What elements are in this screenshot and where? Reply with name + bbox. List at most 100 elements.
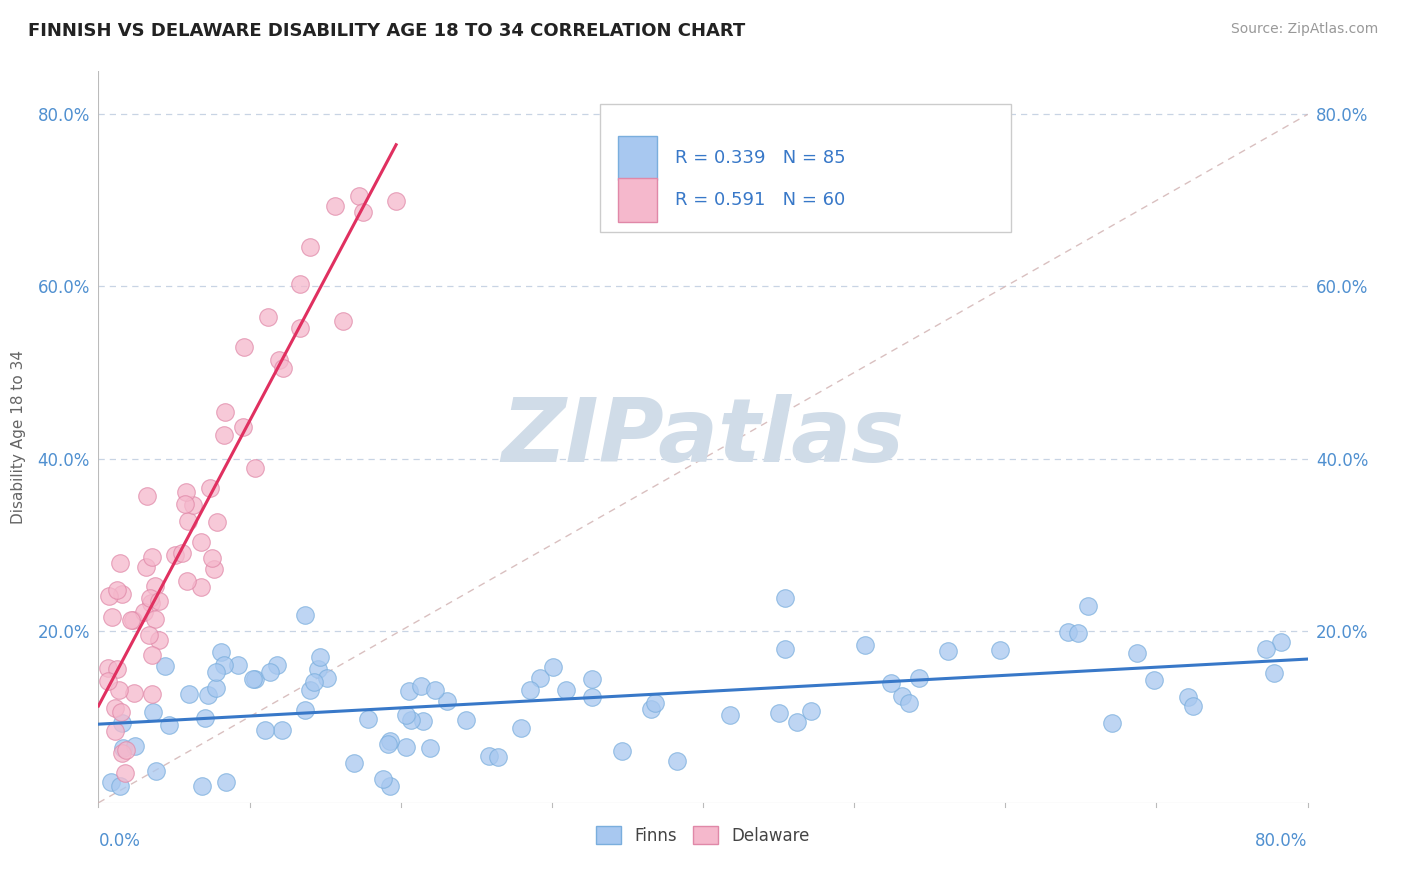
Point bbox=[581, 690, 603, 704]
Point bbox=[1057, 624, 1080, 639]
Point bbox=[454, 713, 477, 727]
Point bbox=[257, 310, 280, 324]
Point bbox=[773, 591, 796, 605]
Point bbox=[307, 662, 329, 676]
Point bbox=[165, 549, 187, 563]
Point bbox=[226, 658, 249, 673]
Point bbox=[157, 718, 180, 732]
Point bbox=[385, 194, 408, 209]
Point bbox=[665, 754, 688, 768]
Point bbox=[143, 612, 166, 626]
Point bbox=[486, 749, 509, 764]
Point bbox=[198, 481, 221, 495]
Point bbox=[855, 638, 877, 652]
Point bbox=[101, 610, 124, 624]
Point bbox=[145, 764, 167, 779]
Point bbox=[298, 239, 321, 253]
Point bbox=[139, 591, 162, 605]
Point bbox=[897, 696, 920, 710]
Point bbox=[266, 657, 288, 672]
Point bbox=[640, 701, 662, 715]
Point bbox=[148, 632, 170, 647]
Point bbox=[212, 657, 235, 672]
Point bbox=[394, 739, 416, 754]
Y-axis label: Disability Age 18 to 34: Disability Age 18 to 34 bbox=[11, 350, 27, 524]
Point bbox=[1067, 625, 1090, 640]
Point bbox=[1263, 665, 1285, 680]
FancyBboxPatch shape bbox=[600, 104, 1011, 232]
Point bbox=[398, 684, 420, 698]
Point bbox=[176, 485, 198, 500]
Point bbox=[176, 574, 198, 588]
Text: Source: ZipAtlas.com: Source: ZipAtlas.com bbox=[1230, 22, 1378, 37]
Point bbox=[242, 673, 264, 687]
Point bbox=[271, 723, 294, 737]
Point bbox=[294, 607, 316, 622]
Point bbox=[436, 694, 458, 708]
Point bbox=[347, 188, 370, 202]
Point bbox=[181, 498, 204, 512]
Point bbox=[519, 682, 541, 697]
Point bbox=[610, 744, 633, 758]
Point bbox=[114, 766, 136, 780]
Point bbox=[190, 580, 212, 594]
Point bbox=[299, 683, 322, 698]
Point bbox=[120, 614, 142, 628]
Point bbox=[105, 582, 128, 597]
Point bbox=[879, 676, 901, 690]
Point bbox=[1143, 673, 1166, 687]
Point bbox=[138, 628, 160, 642]
Point bbox=[1077, 599, 1099, 614]
Point bbox=[343, 756, 366, 771]
Point bbox=[332, 313, 354, 327]
Point bbox=[97, 661, 120, 675]
Point bbox=[177, 514, 200, 528]
Point bbox=[936, 644, 959, 658]
Point bbox=[399, 713, 422, 727]
Text: 80.0%: 80.0% bbox=[1256, 832, 1308, 850]
Point bbox=[1182, 698, 1205, 713]
Point bbox=[908, 671, 931, 685]
Legend: Finns, Delaware: Finns, Delaware bbox=[588, 818, 818, 853]
Point bbox=[214, 405, 236, 419]
Text: R = 0.339   N = 85: R = 0.339 N = 85 bbox=[675, 149, 846, 167]
Point bbox=[111, 746, 134, 760]
Point bbox=[215, 775, 238, 789]
Point bbox=[197, 688, 219, 702]
Point bbox=[380, 779, 402, 793]
Point bbox=[768, 706, 790, 721]
Point bbox=[108, 556, 131, 570]
Point bbox=[271, 360, 294, 375]
Point bbox=[316, 671, 339, 685]
Point bbox=[148, 594, 170, 608]
Point bbox=[243, 673, 266, 687]
Point bbox=[1101, 716, 1123, 731]
Point bbox=[409, 679, 432, 693]
Point bbox=[139, 596, 162, 610]
Point bbox=[419, 741, 441, 756]
Point bbox=[371, 772, 394, 786]
FancyBboxPatch shape bbox=[619, 178, 657, 222]
Point bbox=[377, 737, 399, 751]
Point bbox=[1270, 634, 1292, 648]
Point bbox=[114, 742, 136, 756]
Point bbox=[143, 579, 166, 593]
Point bbox=[194, 711, 217, 725]
Point bbox=[529, 671, 551, 685]
Point bbox=[135, 560, 157, 574]
Point bbox=[1126, 646, 1149, 660]
Point bbox=[378, 733, 401, 747]
Point bbox=[142, 705, 165, 719]
Point bbox=[207, 515, 229, 529]
Point bbox=[412, 714, 434, 728]
Point bbox=[104, 701, 127, 715]
Point bbox=[172, 546, 194, 560]
Point bbox=[122, 613, 145, 627]
Point bbox=[775, 641, 797, 656]
Point bbox=[104, 724, 127, 739]
Point bbox=[108, 683, 131, 698]
Point bbox=[786, 715, 808, 730]
Text: 0.0%: 0.0% bbox=[98, 832, 141, 850]
Point bbox=[135, 489, 157, 503]
Point bbox=[309, 649, 332, 664]
